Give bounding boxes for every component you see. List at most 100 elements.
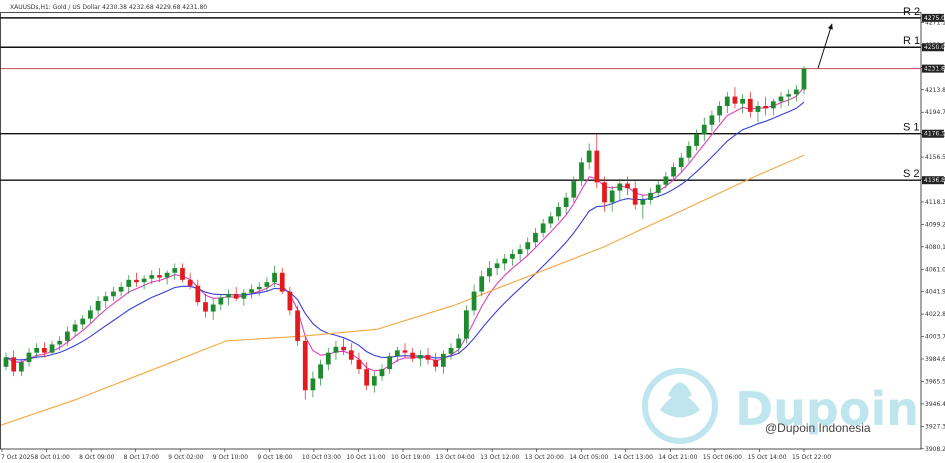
candle-body — [187, 279, 193, 286]
level-name: S 1 — [903, 122, 920, 134]
level-price-label: 4275.00 — [924, 15, 945, 22]
time-tick-label: 9 Oct 10:00 — [213, 454, 248, 461]
candle-body — [49, 344, 55, 353]
candle-body — [617, 183, 623, 191]
candle-body — [287, 291, 293, 311]
price-tick-label: 4175.60 — [925, 132, 945, 139]
level-name: R 2 — [903, 6, 920, 18]
plot-frame — [0, 12, 922, 450]
level-name: S 2 — [903, 168, 920, 180]
candle-body — [471, 291, 477, 311]
candle-body — [464, 310, 469, 339]
candle-body — [671, 167, 676, 177]
candle-body — [310, 378, 316, 391]
candle-body — [556, 207, 561, 217]
candle-body — [663, 176, 669, 185]
credit-text: @Dupoin Indonesia — [765, 421, 871, 435]
candle-body — [402, 350, 408, 353]
candle-body — [356, 359, 362, 370]
candle-body — [387, 356, 393, 370]
candle-body — [548, 216, 554, 224]
candle-body — [325, 352, 331, 365]
candles — [3, 66, 807, 400]
candle-body — [579, 162, 584, 182]
candle-body — [95, 300, 101, 311]
candle-body — [609, 190, 615, 203]
candle-body — [111, 291, 116, 297]
brand-watermark-text: Dupoin — [735, 382, 919, 436]
time-tick-label: 13 Oct 20:00 — [525, 454, 564, 461]
candle-body — [371, 376, 377, 386]
candle-body — [709, 115, 715, 125]
candle-body — [510, 253, 515, 259]
candle-body — [740, 98, 745, 104]
price-tick-label: 4213.80 — [925, 87, 945, 94]
price-tick-label: 4137.40 — [925, 177, 945, 184]
candle-body — [678, 157, 684, 168]
candle-body — [241, 292, 247, 299]
price-tick-label: 3927.30 — [925, 423, 945, 430]
candle-body — [724, 96, 730, 106]
level-price-tag — [922, 129, 944, 138]
price-tick-label: 3965.50 — [925, 378, 945, 385]
price-tick-label: 4080.10 — [925, 244, 945, 251]
candle-body — [80, 318, 86, 325]
candle-body — [648, 192, 653, 200]
current-price-tag — [922, 64, 944, 73]
candle-body — [126, 279, 132, 287]
level-price-label: 4250.00 — [924, 44, 945, 51]
time-tick-label: 15 Oct 06:00 — [703, 454, 742, 461]
candle-body — [341, 346, 346, 351]
candle-body — [88, 310, 93, 319]
candle-body — [786, 94, 792, 97]
candle-body — [602, 182, 607, 203]
brand-logo-ring — [642, 368, 718, 444]
level-price-label: 4136.82 — [924, 177, 945, 184]
price-tick-label: 4194.70 — [925, 109, 945, 116]
brand-logo-lotus — [660, 395, 700, 418]
candle-body — [295, 310, 300, 341]
candle-body — [65, 331, 70, 341]
price-tick-label: 3946.40 — [925, 401, 945, 408]
price-tick-label: 4156.50 — [925, 154, 945, 161]
price-tick-label: 4271.10 — [925, 19, 945, 26]
time-tick-label: 15 Oct 14:00 — [747, 454, 786, 461]
candle-body — [410, 352, 416, 359]
candle-body — [203, 302, 208, 312]
time-tick-label: 8 Oct 09:00 — [79, 454, 114, 461]
price-tick-label: 4252.00 — [925, 42, 945, 49]
candle-body — [778, 96, 784, 102]
candle-body — [433, 359, 439, 367]
candle-body — [632, 188, 638, 205]
projection-arrow-head — [827, 23, 833, 30]
candle-body — [533, 232, 538, 243]
candle-body — [540, 223, 546, 233]
price-tick-label: 3984.60 — [925, 356, 945, 363]
candle-body — [333, 346, 339, 353]
time-tick-label: 8 Oct 17:00 — [124, 454, 159, 461]
candle-body — [417, 355, 423, 359]
candle-body — [640, 199, 646, 205]
moving-averages — [0, 86, 805, 427]
candle-body — [594, 150, 600, 183]
candle-body — [571, 181, 577, 198]
time-tick-label: 10 Oct 19:00 — [391, 454, 430, 461]
candle-body — [233, 293, 239, 299]
candle-body — [348, 350, 354, 360]
candle-body — [747, 98, 753, 112]
candle-body — [494, 263, 500, 269]
time-tick-label: 9 Oct 18:00 — [257, 454, 292, 461]
candle-body — [563, 197, 569, 208]
level-name: R 1 — [903, 35, 920, 47]
time-tick-label: 7 Oct 2025 — [1, 454, 34, 461]
time-tick-label: 13 Oct 12:00 — [480, 454, 519, 461]
candle-body — [686, 145, 692, 158]
candle-body — [134, 279, 139, 283]
level-price-label: 4176.38 — [924, 131, 945, 138]
axes: 4271.10 4252.00 4232.90 4213.80 4194.70 4175.… — [0, 12, 945, 461]
candle-body — [180, 268, 185, 280]
projection-arrow-shaft — [817, 23, 833, 69]
candle-body — [440, 353, 446, 367]
candle-body — [264, 282, 270, 287]
candle-body — [272, 272, 277, 283]
